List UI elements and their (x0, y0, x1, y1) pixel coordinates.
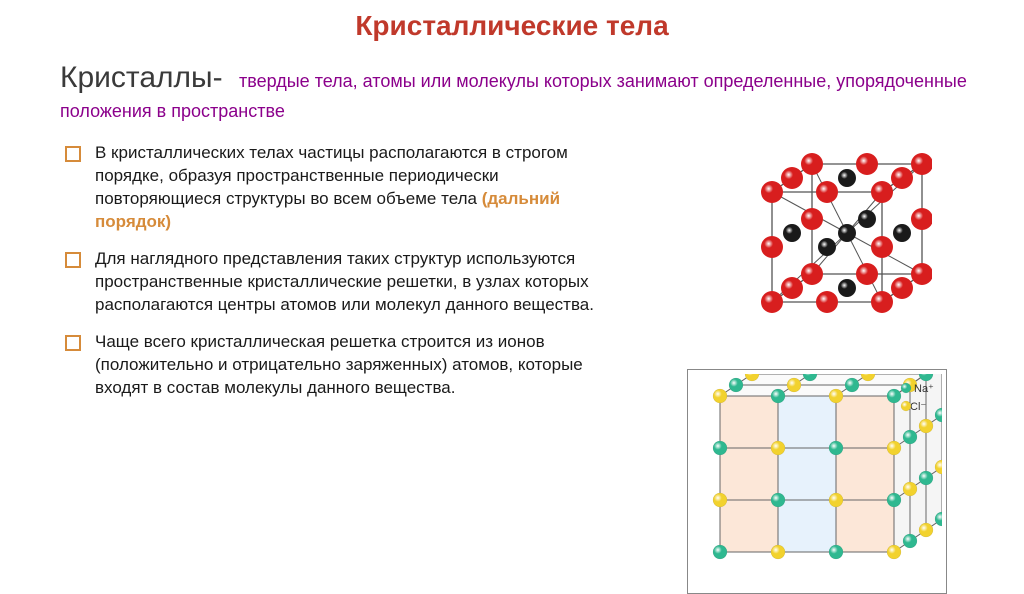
svg-text:Cl⁻: Cl⁻ (910, 401, 926, 413)
bullet-text: Для наглядного представления таких струк… (95, 249, 594, 314)
subtitle-row: Кристаллы- твердые тела, атомы или молек… (60, 57, 994, 124)
list-item: В кристаллических телах частицы располаг… (65, 142, 620, 234)
page-title: Кристаллические тела (30, 10, 994, 42)
bullet-text: Чаще всего кристаллическая решетка строи… (95, 332, 583, 397)
content-wrap: В кристаллических телах частицы располаг… (30, 142, 994, 594)
list-item: Для наглядного представления таких струк… (65, 248, 620, 317)
lattice-diagram-2: Na⁺ Cl⁻ (687, 369, 947, 594)
subtitle-word: Кристаллы- (60, 61, 223, 94)
diagram-column: Na⁺ Cl⁻ (640, 142, 994, 594)
svg-text:Na⁺: Na⁺ (914, 383, 934, 395)
lattice-diagram-1 (702, 142, 932, 357)
list-item: Чаще всего кристаллическая решетка строи… (65, 331, 620, 400)
bullet-list: В кристаллических телах частицы располаг… (30, 142, 620, 594)
